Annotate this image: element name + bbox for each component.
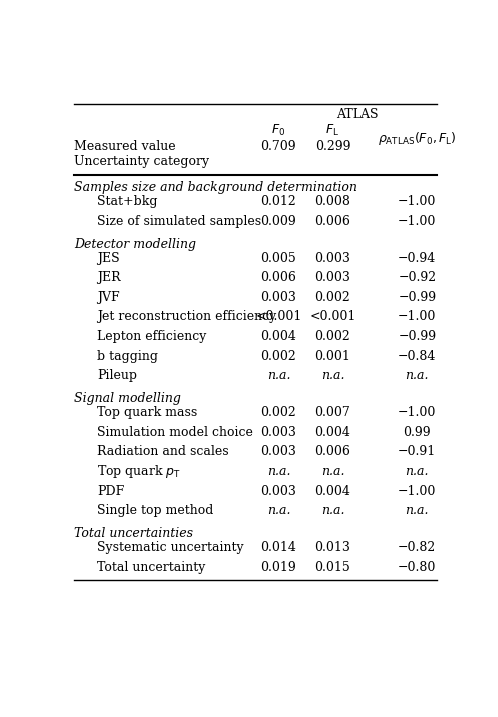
Text: 0.008: 0.008	[314, 195, 351, 208]
Text: 0.002: 0.002	[260, 350, 296, 363]
Text: Lepton efficiency: Lepton efficiency	[97, 330, 206, 343]
Text: −0.84: −0.84	[398, 350, 437, 363]
Text: 0.012: 0.012	[260, 195, 296, 208]
Text: n.a.: n.a.	[266, 465, 290, 478]
Text: 0.006: 0.006	[260, 271, 296, 284]
Text: −0.82: −0.82	[398, 541, 436, 554]
Text: −0.94: −0.94	[398, 252, 436, 265]
Text: 0.003: 0.003	[260, 485, 296, 498]
Text: 0.014: 0.014	[260, 541, 296, 554]
Text: Signal modelling: Signal modelling	[74, 392, 181, 405]
Text: Measured value: Measured value	[74, 140, 175, 153]
Text: 0.003: 0.003	[314, 252, 351, 265]
Text: 0.003: 0.003	[260, 426, 296, 439]
Text: n.a.: n.a.	[405, 465, 429, 478]
Text: n.a.: n.a.	[321, 465, 344, 478]
Text: 0.002: 0.002	[315, 291, 350, 304]
Text: −0.99: −0.99	[398, 291, 436, 304]
Text: Pileup: Pileup	[97, 369, 137, 382]
Text: Stat+bkg: Stat+bkg	[97, 195, 157, 208]
Text: −1.00: −1.00	[398, 195, 437, 208]
Text: Size of simulated samples: Size of simulated samples	[97, 214, 261, 227]
Text: −1.00: −1.00	[398, 310, 437, 323]
Text: 0.019: 0.019	[260, 561, 296, 574]
Text: 0.003: 0.003	[260, 291, 296, 304]
Text: Systematic uncertainty: Systematic uncertainty	[97, 541, 244, 554]
Text: n.a.: n.a.	[266, 504, 290, 517]
Text: 0.005: 0.005	[260, 252, 296, 265]
Text: 0.007: 0.007	[315, 407, 350, 419]
Text: Top quark $p_{\mathrm{T}}$: Top quark $p_{\mathrm{T}}$	[97, 463, 181, 480]
Text: −1.00: −1.00	[398, 407, 437, 419]
Text: 0.004: 0.004	[260, 330, 296, 343]
Text: 0.013: 0.013	[314, 541, 351, 554]
Text: −0.92: −0.92	[398, 271, 436, 284]
Text: Top quark mass: Top quark mass	[97, 407, 197, 419]
Text: n.a.: n.a.	[321, 504, 344, 517]
Text: Detector modelling: Detector modelling	[74, 237, 196, 250]
Text: 0.004: 0.004	[314, 426, 351, 439]
Text: −0.91: −0.91	[398, 445, 436, 458]
Text: ATLAS: ATLAS	[336, 108, 379, 121]
Text: JES: JES	[97, 252, 120, 265]
Text: 0.299: 0.299	[315, 140, 350, 153]
Text: 0.003: 0.003	[260, 445, 296, 458]
Text: Single top method: Single top method	[97, 504, 213, 517]
Text: n.a.: n.a.	[321, 369, 344, 382]
Text: Radiation and scales: Radiation and scales	[97, 445, 229, 458]
Text: n.a.: n.a.	[405, 504, 429, 517]
Text: Samples size and background determination: Samples size and background determinatio…	[74, 181, 357, 194]
Text: Uncertainty category: Uncertainty category	[74, 156, 209, 168]
Text: JER: JER	[97, 271, 121, 284]
Text: Total uncertainties: Total uncertainties	[74, 527, 193, 540]
Text: 0.002: 0.002	[315, 330, 350, 343]
Text: n.a.: n.a.	[266, 369, 290, 382]
Text: $\rho_{\mathrm{ATLAS}}(F_0, F_{\mathrm{L}})$: $\rho_{\mathrm{ATLAS}}(F_0, F_{\mathrm{L…	[378, 130, 457, 147]
Text: n.a.: n.a.	[405, 369, 429, 382]
Text: Jet reconstruction efficiency: Jet reconstruction efficiency	[97, 310, 276, 323]
Text: 0.015: 0.015	[315, 561, 350, 574]
Text: 0.004: 0.004	[314, 485, 351, 498]
Text: −1.00: −1.00	[398, 214, 437, 227]
Text: −0.99: −0.99	[398, 330, 436, 343]
Text: b tagging: b tagging	[97, 350, 158, 363]
Text: Simulation model choice: Simulation model choice	[97, 426, 253, 439]
Text: 0.009: 0.009	[260, 214, 296, 227]
Text: 0.001: 0.001	[314, 350, 351, 363]
Text: $F_0$: $F_0$	[271, 123, 285, 138]
Text: 0.006: 0.006	[314, 214, 351, 227]
Text: 0.003: 0.003	[314, 271, 351, 284]
Text: −1.00: −1.00	[398, 485, 437, 498]
Text: <0.001: <0.001	[255, 310, 302, 323]
Text: PDF: PDF	[97, 485, 124, 498]
Text: 0.709: 0.709	[260, 140, 296, 153]
Text: JVF: JVF	[97, 291, 120, 304]
Text: 0.006: 0.006	[314, 445, 351, 458]
Text: 0.99: 0.99	[403, 426, 431, 439]
Text: $F_{\mathrm{L}}$: $F_{\mathrm{L}}$	[325, 123, 340, 138]
Text: −0.80: −0.80	[398, 561, 437, 574]
Text: <0.001: <0.001	[309, 310, 356, 323]
Text: 0.002: 0.002	[260, 407, 296, 419]
Text: Total uncertainty: Total uncertainty	[97, 561, 205, 574]
